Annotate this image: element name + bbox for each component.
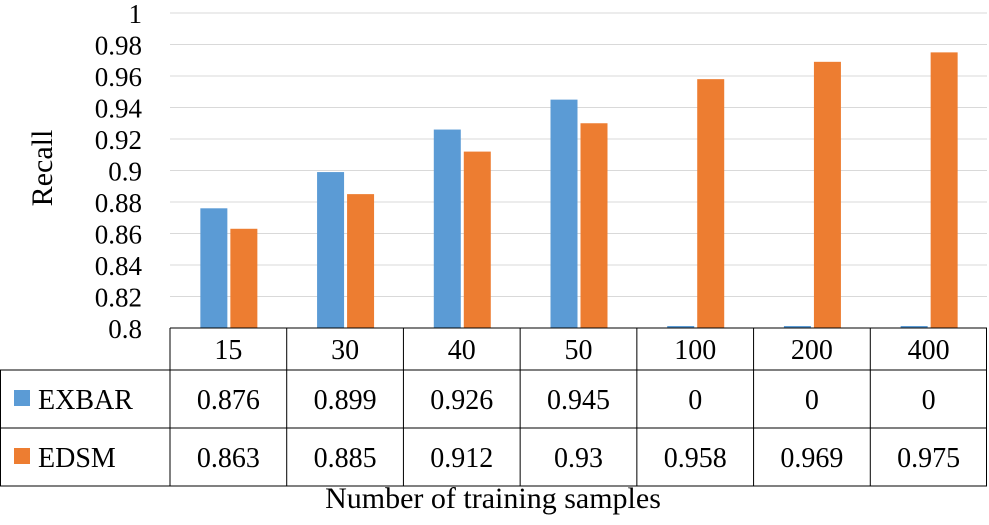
y-tick-label: 0.92 bbox=[95, 125, 142, 155]
data-label: 0.93 bbox=[554, 443, 603, 474]
y-axis-ticks: 0.80.820.840.860.880.90.920.940.960.981 bbox=[95, 0, 143, 344]
data-label: 0.863 bbox=[197, 443, 260, 474]
data-label: 0.945 bbox=[547, 385, 610, 416]
x-tick-label: 200 bbox=[791, 335, 833, 366]
y-tick-label: 0.94 bbox=[95, 94, 143, 124]
bar-edsm-50 bbox=[580, 123, 608, 328]
y-tick-label: 0.96 bbox=[95, 62, 142, 92]
y-tick-label: 0.88 bbox=[95, 188, 142, 218]
bar-exbar-15 bbox=[200, 208, 228, 328]
y-tick-label: 1 bbox=[129, 0, 143, 29]
y-tick-label: 0.86 bbox=[95, 220, 142, 250]
bar-exbar-400 bbox=[900, 326, 928, 328]
data-label: 0 bbox=[805, 385, 819, 416]
bar-exbar-30 bbox=[317, 172, 345, 328]
y-tick-label: 0.84 bbox=[95, 251, 143, 281]
bar-exbar-100 bbox=[667, 326, 695, 328]
data-label: 0.876 bbox=[197, 385, 260, 416]
x-tick-label: 30 bbox=[331, 335, 359, 366]
bar-edsm-30 bbox=[347, 194, 375, 328]
legend-label-edsm: EDSM bbox=[38, 443, 116, 474]
data-label: 0.899 bbox=[314, 385, 377, 416]
x-tick-label: 100 bbox=[674, 335, 716, 366]
y-tick-label: 0.9 bbox=[108, 157, 142, 187]
data-label: 0.885 bbox=[314, 443, 377, 474]
data-label: 0 bbox=[688, 385, 702, 416]
x-tick-label: 400 bbox=[908, 335, 950, 366]
y-tick-label: 0.8 bbox=[108, 314, 142, 344]
bar-exbar-40 bbox=[433, 129, 461, 328]
y-tick-label: 0.82 bbox=[95, 283, 142, 313]
data-table: 15 30 40 50 100 200 400 EXBAR 0.876 0.899 0.926 0.9… bbox=[0, 327, 987, 487]
gridlines bbox=[170, 12, 987, 297]
bar-exbar-200 bbox=[783, 326, 811, 328]
bar-edsm-400 bbox=[930, 52, 958, 328]
x-tick-label: 40 bbox=[448, 335, 476, 366]
data-label: 0.975 bbox=[897, 443, 960, 474]
data-label: 0 bbox=[922, 385, 936, 416]
data-label: 0.958 bbox=[664, 443, 727, 474]
x-tick-label: 50 bbox=[565, 335, 593, 366]
legend-swatch-edsm bbox=[14, 448, 30, 464]
bar-edsm-200 bbox=[813, 61, 841, 328]
legend-swatch-exbar bbox=[14, 390, 30, 406]
data-label: 0.969 bbox=[780, 443, 843, 474]
bar-edsm-40 bbox=[463, 151, 491, 328]
x-tick-label: 15 bbox=[214, 335, 242, 366]
data-label: 0.912 bbox=[430, 443, 493, 474]
data-label: 0.926 bbox=[430, 385, 493, 416]
y-tick-label: 0.98 bbox=[95, 31, 142, 61]
bar-exbar-50 bbox=[550, 99, 578, 328]
x-axis-label: Number of training samples bbox=[325, 482, 661, 515]
bar-edsm-15 bbox=[230, 228, 258, 328]
bars bbox=[200, 52, 958, 329]
bar-edsm-100 bbox=[697, 79, 725, 329]
y-axis-label: Recall bbox=[26, 130, 59, 207]
legend-label-exbar: EXBAR bbox=[38, 385, 133, 416]
